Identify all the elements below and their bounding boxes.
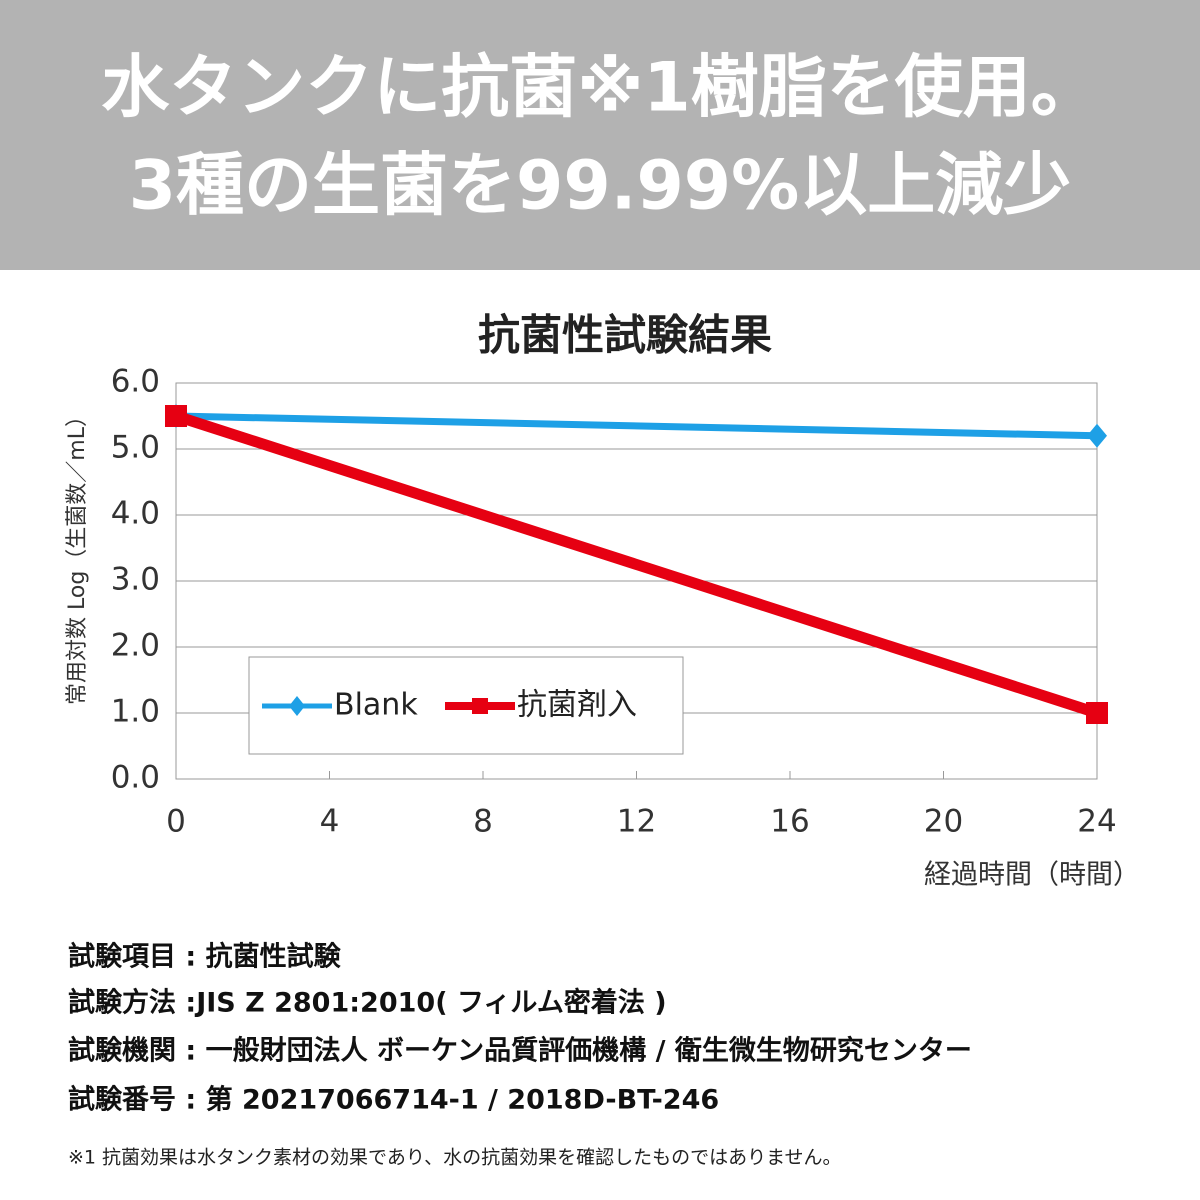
note: 試験方法 :JIS Z 2801:2010( フィルム密着法 ) [68,987,667,1019]
x-tick-label: 16 [770,804,809,840]
y-tick-label: 5.0 [111,430,160,466]
x-axis-label: 経過時間（時間） [924,860,1140,891]
marker [1086,702,1108,724]
marker [165,405,187,427]
legend-label: 抗菌剤入 [517,688,637,723]
y-axis-label: 常用対数 Log（生菌数／mL） [65,405,90,705]
chart-title: 抗菌性試験結果 [478,311,772,360]
header-line: 3種の生菌を99.99%以上減少 [129,147,1072,226]
x-tick-label: 20 [924,804,963,840]
note: 試験番号 : 第 20217066714-1 / 2018D-BT-246 [68,1084,719,1116]
legend-label: Blank [334,688,418,723]
series-line [175,412,1098,440]
y-tick-label: 2.0 [111,628,160,664]
y-tick-label: 0.0 [111,760,160,796]
y-tick-label: 6.0 [111,364,160,400]
note: 試験機関 : 一般財団法人 ボーケン品質評価機構 / 衛生微生物研究センター [68,1035,972,1067]
header-line: 水タンクに抗菌※1樹脂を使用。 [101,49,1098,128]
series-line [174,410,1099,719]
x-tick-label: 4 [320,804,340,840]
legend-marker [289,696,305,716]
x-tick-label: 24 [1077,804,1116,840]
y-tick-label: 3.0 [111,562,160,598]
y-tick-label: 4.0 [111,496,160,532]
x-tick-label: 8 [473,804,493,840]
footnote: ※1 抗菌効果は水タンク素材の効果であり、水の抗菌効果を確認したものではありませ… [68,1147,842,1169]
x-tick-label: 0 [166,804,186,840]
x-tick-label: 12 [617,804,656,840]
y-tick-label: 1.0 [111,694,160,730]
legend-marker [472,698,488,714]
marker [1087,423,1107,448]
note: 試験項目 : 抗菌性試験 [68,941,342,973]
header-band [0,0,1200,270]
